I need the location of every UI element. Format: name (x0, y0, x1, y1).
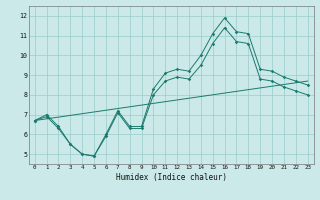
X-axis label: Humidex (Indice chaleur): Humidex (Indice chaleur) (116, 173, 227, 182)
